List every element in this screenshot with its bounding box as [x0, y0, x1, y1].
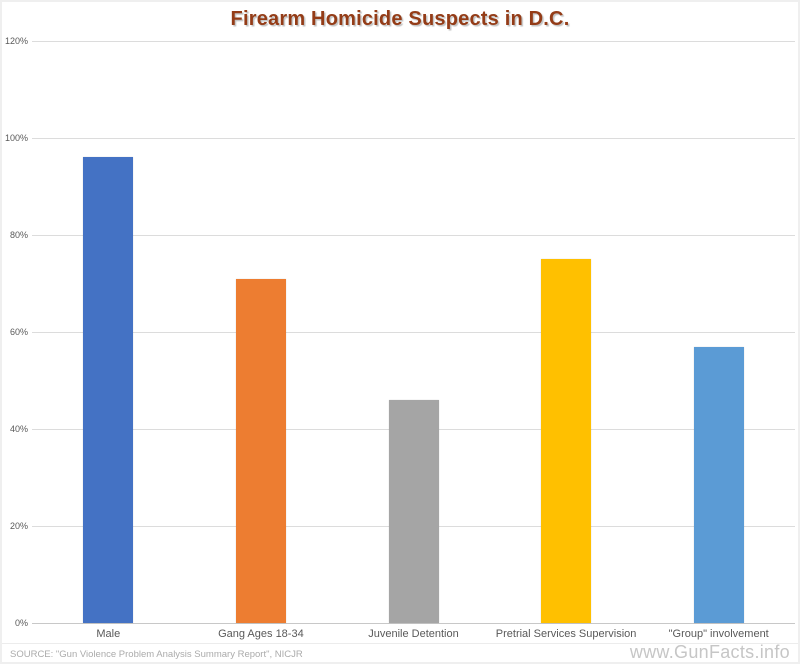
x-axis-category-label: Pretrial Services Supervision [495, 628, 637, 640]
gridline [32, 138, 795, 139]
bar [693, 346, 744, 623]
gridline [32, 332, 795, 333]
bar [388, 399, 439, 623]
bar [235, 278, 286, 623]
x-axis-category-label: Male [96, 628, 121, 640]
bar [83, 157, 134, 623]
gridline [32, 41, 795, 42]
x-axis-line [32, 623, 795, 624]
y-axis-tick-label: 120% [4, 36, 28, 46]
y-axis-tick-label: 20% [9, 521, 28, 531]
y-axis-tick-label: 100% [4, 133, 28, 143]
footer-divider [2, 643, 798, 644]
x-axis-category-label: Juvenile Detention [368, 628, 459, 640]
y-axis-tick-label: 60% [9, 327, 28, 337]
bar [541, 259, 592, 623]
gridline [32, 235, 795, 236]
source-note: SOURCE: "Gun Violence Problem Analysis S… [10, 649, 303, 660]
watermark: www.GunFacts.info [629, 642, 790, 662]
x-axis-category-label: Gang Ages 18-34 [218, 628, 304, 640]
y-axis-tick-label: 40% [9, 424, 28, 434]
chart-title: Firearm Homicide Suspects in D.C. [230, 8, 570, 30]
y-axis-tick-label: 80% [9, 230, 28, 240]
x-axis-category-label: "Group" involvement [668, 628, 769, 640]
y-axis-tick-label: 0% [14, 618, 28, 628]
